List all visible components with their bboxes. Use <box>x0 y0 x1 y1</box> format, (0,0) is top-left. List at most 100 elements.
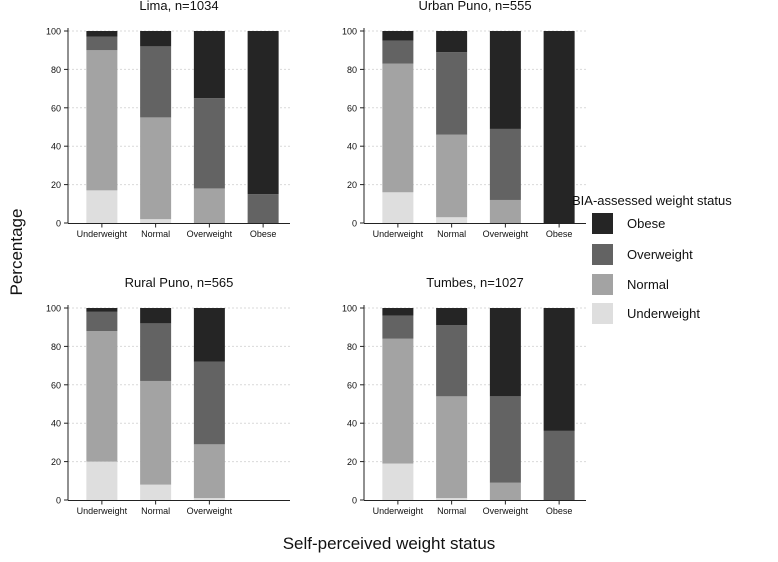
x-tick-label-overweight: Overweight <box>483 506 529 516</box>
bar-overweight-normal <box>194 444 225 498</box>
bar-overweight-normal <box>490 200 521 223</box>
bar-underweight-obese <box>86 31 117 37</box>
x-axis-title: Self-perceived weight status <box>0 534 778 554</box>
x-tick-label-obese: Obese <box>546 506 573 516</box>
y-tick-label: 20 <box>51 457 61 467</box>
bar-normal-obese <box>140 308 171 323</box>
panel-tumbes-n-1027: Tumbes, n=1027 0 20 40 60 80 100 Underweight Nor… <box>342 275 586 516</box>
y-tick-label: 0 <box>352 496 357 506</box>
legend-swatch-overweight <box>592 244 613 265</box>
y-tick-label: 20 <box>347 457 357 467</box>
legend-item-obese: Obese <box>592 210 665 236</box>
bar-underweight-underweight <box>86 462 117 500</box>
y-tick-label: 100 <box>46 27 61 37</box>
x-tick-label-normal: Normal <box>437 229 466 239</box>
bar-overweight-obese <box>194 308 225 362</box>
bar-overweight-obese <box>194 31 225 98</box>
panel-title: Urban Puno, n=555 <box>418 0 531 13</box>
legend-item-normal: Normal <box>592 271 669 297</box>
bar-overweight-normal <box>194 188 225 223</box>
bar-underweight-obese <box>382 31 413 41</box>
panel-urban-puno-n-555: Urban Puno, n=555 0 20 40 60 80 100 Underweight… <box>342 0 586 239</box>
legend-swatch-underweight <box>592 303 613 324</box>
x-tick-label-overweight: Overweight <box>187 506 233 516</box>
x-tick-label-underweight: Underweight <box>77 506 128 516</box>
x-tick-label-obese: Obese <box>546 229 573 239</box>
x-tick-label-normal: Normal <box>141 229 170 239</box>
y-tick-label: 60 <box>347 380 357 390</box>
bar-underweight-overweight <box>382 316 413 339</box>
figure: Lima, n=1034 0 20 40 60 80 100 Underweight Norma… <box>0 0 778 557</box>
y-tick-label: 80 <box>51 65 61 75</box>
y-tick-label: 40 <box>347 142 357 152</box>
bar-normal-normal <box>436 396 467 498</box>
bar-overweight-underweight <box>194 498 225 500</box>
legend-label-overweight: Overweight <box>627 247 693 262</box>
bar-underweight-overweight <box>382 41 413 64</box>
legend-item-overweight: Overweight <box>592 241 693 267</box>
bar-overweight-overweight <box>194 98 225 188</box>
bar-overweight-overweight <box>490 129 521 200</box>
y-tick-label: 0 <box>352 219 357 229</box>
x-tick-label-overweight: Overweight <box>187 229 233 239</box>
y-tick-label: 100 <box>342 304 357 314</box>
bar-normal-overweight <box>140 323 171 381</box>
bar-underweight-obese <box>382 308 413 316</box>
bar-overweight-obese <box>490 308 521 396</box>
bar-overweight-obese <box>490 31 521 129</box>
x-tick-label-underweight: Underweight <box>77 229 128 239</box>
y-tick-label: 80 <box>51 342 61 352</box>
bar-underweight-underweight <box>382 464 413 500</box>
legend-label-underweight: Underweight <box>627 306 700 321</box>
y-tick-label: 40 <box>347 419 357 429</box>
bar-underweight-overweight <box>86 312 117 331</box>
panel-title: Rural Puno, n=565 <box>125 275 234 290</box>
panel-title: Tumbes, n=1027 <box>426 275 523 290</box>
legend-item-underweight: Underweight <box>592 300 700 326</box>
bar-normal-obese <box>140 31 171 46</box>
y-tick-label: 20 <box>51 180 61 190</box>
legend-label-obese: Obese <box>627 216 665 231</box>
bar-normal-underweight <box>140 219 171 223</box>
bar-normal-underweight <box>436 498 467 500</box>
legend-title: BIA-assessed weight status <box>572 193 732 208</box>
legend-swatch-obese <box>592 213 613 234</box>
bar-obese-obese <box>544 308 575 431</box>
bar-normal-normal <box>436 135 467 218</box>
bar-normal-underweight <box>140 485 171 500</box>
y-tick-label: 80 <box>347 342 357 352</box>
y-tick-label: 60 <box>51 103 61 113</box>
y-tick-label: 100 <box>46 304 61 314</box>
bar-overweight-normal <box>490 483 521 500</box>
y-tick-label: 0 <box>56 496 61 506</box>
x-tick-label-obese: Obese <box>250 229 277 239</box>
x-tick-label-underweight: Underweight <box>373 506 424 516</box>
x-tick-label-normal: Normal <box>437 506 466 516</box>
bar-obese-overweight <box>544 431 575 500</box>
bar-obese-overweight <box>248 194 279 223</box>
bar-overweight-overweight <box>490 396 521 482</box>
x-tick-label-overweight: Overweight <box>483 229 529 239</box>
y-tick-label: 0 <box>56 219 61 229</box>
y-tick-label: 60 <box>347 103 357 113</box>
y-tick-label: 40 <box>51 142 61 152</box>
bar-underweight-normal <box>86 331 117 462</box>
bar-normal-obese <box>436 31 467 52</box>
legend-label-normal: Normal <box>627 277 669 292</box>
bar-underweight-overweight <box>86 37 117 50</box>
bar-normal-normal <box>140 117 171 219</box>
bar-underweight-normal <box>382 339 413 464</box>
bar-normal-overweight <box>436 325 467 396</box>
bar-underweight-underweight <box>86 190 117 223</box>
y-tick-label: 40 <box>51 419 61 429</box>
bar-normal-overweight <box>140 46 171 117</box>
y-tick-label: 100 <box>342 27 357 37</box>
x-tick-label-normal: Normal <box>141 506 170 516</box>
legend-swatch-normal <box>592 274 613 295</box>
y-tick-label: 60 <box>51 380 61 390</box>
panel-rural-puno-n-565: Rural Puno, n=565 0 20 40 60 80 100 Underweight… <box>46 275 290 516</box>
panel-lima-n-1034: Lima, n=1034020406080100Underweight Norma… <box>46 0 290 239</box>
y-axis-title: Percentage <box>7 207 27 297</box>
bar-normal-underweight <box>436 217 467 223</box>
bar-normal-overweight <box>436 52 467 135</box>
